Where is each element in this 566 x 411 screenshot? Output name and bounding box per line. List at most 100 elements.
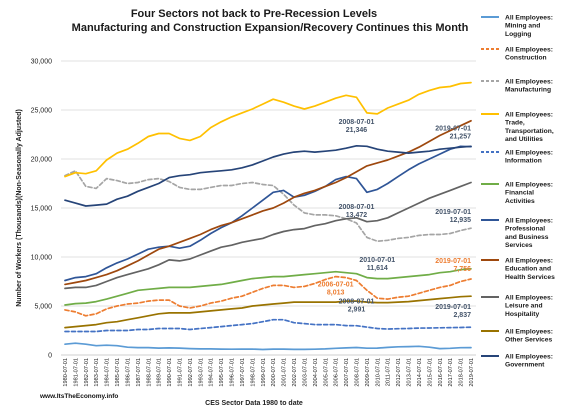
y-tick-label: 15,000: [31, 206, 53, 213]
annotation-value: 11,614: [367, 265, 388, 272]
x-tick-label: 2015-07-01: [427, 358, 433, 387]
x-tick-label: 1983-07-01: [94, 358, 100, 387]
annotation-value: 2,837: [453, 312, 471, 319]
x-tick-label: 1998-07-01: [250, 358, 256, 387]
legend-label-line: Activities: [505, 198, 535, 205]
series-line: [64, 144, 472, 207]
x-tick-label: 1990-07-01: [167, 358, 173, 387]
x-tick-label: 2010-07-01: [375, 358, 381, 387]
annotation-value: 21,346: [346, 127, 368, 134]
annotation-date: 2008-07-01: [339, 299, 375, 306]
annotation-value: 7,756: [453, 266, 471, 273]
legend-label-line: Manufacturing: [505, 87, 551, 94]
legend-label: All Employees: Other Services: [505, 329, 553, 344]
legend-label-line: All Employees:: [505, 295, 553, 302]
series-line: [64, 119, 472, 286]
legend-label-line: Transportation,: [505, 128, 554, 135]
legend-label: All Employees: Leisure and Hospitality: [505, 295, 553, 318]
annotation-date: 2006-07-01: [318, 282, 354, 289]
y-tick-label: 5,000: [34, 304, 52, 311]
legend-label: All Employees: Financial Activities: [505, 182, 553, 205]
legend-label-line: Information: [505, 158, 542, 165]
y-tick-label: 30,000: [31, 59, 53, 66]
legend-label-line: All Employees:: [505, 258, 553, 265]
legend-label-line: Professional: [505, 226, 545, 233]
legend-label-line: Trade,: [505, 120, 525, 127]
x-tick-label: 2007-07-01: [344, 358, 350, 387]
legend-label-line: Other Services: [505, 337, 552, 344]
series-lines: [64, 81, 472, 351]
x-axis-label: CES Sector Data 1980 to date: [205, 400, 303, 407]
legend-label-line: and Business: [505, 234, 549, 241]
x-tick-label: 1991-07-01: [178, 358, 184, 387]
x-tick-label: 2004-07-01: [313, 358, 319, 387]
legend-label-line: Health Services: [505, 274, 555, 281]
x-axis-ticks: 1980-07-01 1981-07-01 1982-07-01 1983-07-01…: [63, 358, 475, 387]
chart-title: Four Sectors not back to Pre-Recession L…: [131, 8, 377, 20]
legend-label-line: Government: [505, 362, 545, 369]
legend-label-line: All Employees:: [505, 182, 553, 189]
x-tick-label: 2008-07-01: [354, 358, 360, 387]
x-tick-label: 2005-07-01: [323, 358, 329, 387]
annotation-date: 2010-07-01: [359, 257, 395, 264]
legend-label-line: All Employees:: [505, 354, 553, 361]
x-tick-label: 2003-07-01: [302, 358, 308, 387]
legend-label-line: and Utilities: [505, 136, 543, 143]
x-tick-label: 1992-07-01: [188, 358, 194, 387]
x-tick-label: 2016-07-01: [438, 358, 444, 387]
x-tick-label: 1982-07-01: [84, 358, 90, 387]
legend-label-line: All Employees:: [505, 112, 553, 119]
x-tick-label: 1987-07-01: [136, 358, 142, 387]
x-tick-label: 2018-07-01: [459, 358, 465, 387]
x-tick-label: 1989-07-01: [157, 358, 163, 387]
x-tick-label: 1980-07-01: [63, 358, 69, 387]
y-axis-label: Number of Workers (Thousands)(Non-Season…: [16, 109, 23, 307]
series-line: [64, 81, 472, 178]
x-tick-label: 2000-07-01: [271, 358, 277, 387]
legend-label-line: All Employees:: [505, 47, 553, 54]
legend-label: All Employees: Trade, Transportation, and U…: [505, 112, 554, 144]
x-tick-label: 2009-07-01: [365, 358, 371, 387]
series-line: [64, 181, 472, 290]
x-tick-label: 1999-07-01: [261, 358, 267, 387]
x-tick-label: 1996-07-01: [230, 358, 236, 387]
legend-label: All Employees: Professional and Business Se…: [505, 218, 553, 250]
annotation-date: 2019-07-01: [435, 258, 471, 265]
y-tick-label: 25,000: [31, 108, 53, 115]
series-line: [64, 295, 472, 329]
annotation-value: 8,013: [327, 290, 345, 297]
legend-label-line: All Employees:: [505, 15, 553, 22]
x-tick-label: 2017-07-01: [448, 358, 454, 387]
x-tick-label: 1997-07-01: [240, 358, 246, 387]
annotation-value: 21,257: [450, 134, 472, 141]
legend-label-line: Services: [505, 242, 533, 249]
x-tick-label: 1994-07-01: [209, 358, 215, 387]
legend-label: All Employees: Mining and Logging: [505, 15, 553, 38]
series-line: [64, 275, 472, 317]
chart-subtitle: Manufacturing and Construction Expansion…: [72, 22, 469, 34]
legend-label: All Employees: Education and Health Servic…: [505, 258, 555, 281]
x-tick-label: 1984-07-01: [105, 358, 111, 387]
legend-label-line: Construction: [505, 55, 547, 62]
y-tick-label: 0: [48, 353, 52, 360]
legend-label-line: Financial: [505, 190, 534, 197]
annotation-value: 2,991: [348, 307, 366, 314]
legend-label-line: All Employees:: [505, 79, 553, 86]
legend-label-line: All Employees:: [505, 150, 553, 157]
source-credit: www.ItsTheEconomy.info: [39, 393, 118, 400]
x-tick-label: 2011-07-01: [386, 358, 392, 386]
annotation-date: 2008-07-01: [339, 119, 375, 126]
y-tick-label: 20,000: [31, 157, 53, 164]
x-tick-label: 2001-07-01: [282, 358, 288, 387]
legend-label-line: Hospitality: [505, 311, 539, 318]
legend-label-line: All Employees:: [505, 329, 553, 336]
x-tick-label: 2019-07-01: [469, 358, 475, 387]
annotation-value: 12,935: [450, 217, 472, 224]
annotation-date: 2008-07-01: [339, 204, 375, 211]
x-tick-label: 2013-07-01: [407, 358, 413, 387]
legend-label: All Employees: Manufacturing: [505, 79, 553, 94]
x-tick-label: 1985-07-01: [115, 358, 121, 387]
series-line: [64, 318, 472, 333]
